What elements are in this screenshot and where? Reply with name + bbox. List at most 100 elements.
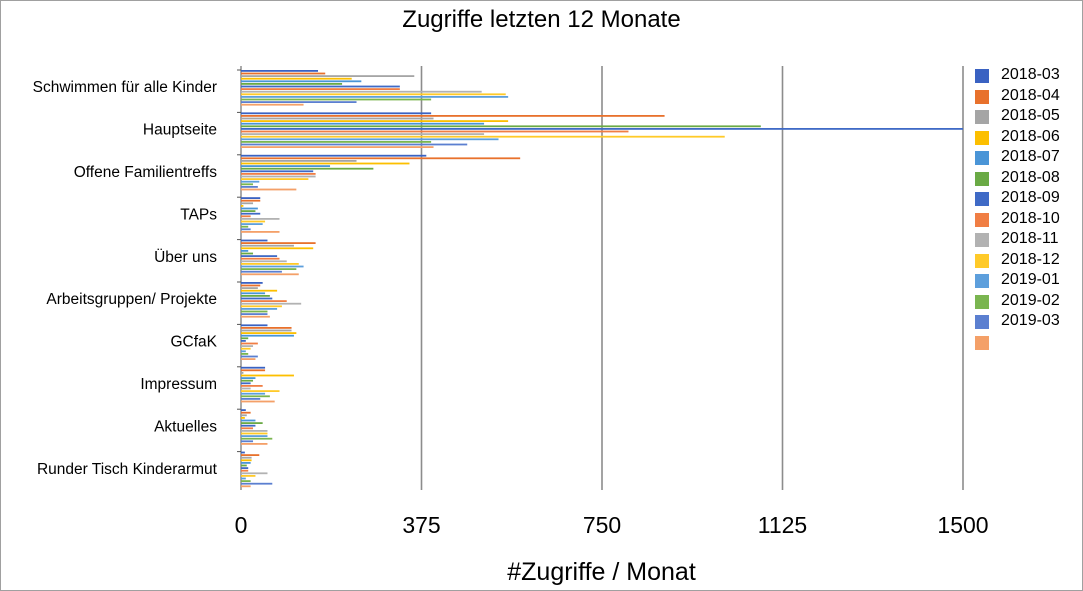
bar bbox=[241, 395, 270, 398]
bar bbox=[241, 424, 256, 427]
legend-item: 2019-01 bbox=[972, 271, 1077, 289]
bar bbox=[241, 366, 266, 369]
bar bbox=[241, 297, 273, 300]
bar bbox=[241, 332, 297, 334]
bar bbox=[241, 440, 254, 443]
bar bbox=[241, 143, 468, 146]
x-tick-label: 375 bbox=[402, 512, 440, 538]
bar bbox=[241, 417, 245, 419]
bar bbox=[241, 469, 249, 472]
bar bbox=[241, 451, 245, 454]
legend-label: 2019-01 bbox=[1001, 271, 1060, 288]
y-category-label: Über uns bbox=[154, 248, 217, 266]
legend-swatch bbox=[975, 315, 989, 329]
bar bbox=[241, 308, 278, 310]
bar bbox=[241, 130, 629, 133]
bar bbox=[241, 225, 249, 228]
bar bbox=[241, 120, 509, 122]
bar bbox=[241, 135, 725, 138]
bar bbox=[241, 90, 482, 93]
bar bbox=[241, 337, 249, 340]
bar bbox=[241, 414, 247, 417]
bar bbox=[241, 390, 280, 392]
bar bbox=[241, 247, 314, 250]
bar bbox=[241, 387, 251, 390]
bar bbox=[241, 265, 304, 268]
legend-swatch bbox=[975, 233, 989, 247]
bar bbox=[241, 252, 254, 255]
bar bbox=[241, 454, 260, 456]
bar bbox=[241, 133, 485, 135]
bar bbox=[241, 242, 316, 244]
bar bbox=[241, 302, 302, 305]
legend-swatch bbox=[975, 274, 989, 288]
bar bbox=[241, 374, 294, 377]
legend-swatch bbox=[975, 294, 989, 309]
bar bbox=[241, 160, 357, 162]
bar bbox=[241, 462, 251, 464]
bar bbox=[241, 355, 258, 358]
y-category-label: TAPs bbox=[180, 206, 217, 223]
legend-label: 2018-07 bbox=[1001, 148, 1060, 165]
bar bbox=[241, 77, 352, 80]
bar bbox=[241, 379, 254, 382]
bar bbox=[241, 422, 263, 424]
bar bbox=[241, 392, 266, 395]
legend-swatch bbox=[975, 192, 989, 206]
bar bbox=[241, 70, 319, 72]
bar bbox=[241, 255, 278, 257]
bar bbox=[241, 270, 282, 273]
bar bbox=[241, 263, 299, 265]
bar bbox=[241, 85, 400, 88]
bar bbox=[241, 239, 268, 242]
bar bbox=[241, 250, 249, 252]
legend-swatch bbox=[975, 69, 989, 83]
bar bbox=[241, 345, 254, 347]
bar bbox=[241, 122, 485, 125]
legend-swatch bbox=[975, 212, 989, 227]
legend-item: 2018-11 bbox=[972, 230, 1077, 248]
bar bbox=[241, 432, 268, 435]
bar bbox=[241, 98, 432, 101]
bar bbox=[241, 117, 434, 120]
x-tick-label: 0 bbox=[235, 512, 248, 538]
bar bbox=[241, 205, 244, 207]
legend-label: 2018-06 bbox=[1001, 127, 1060, 145]
y-category-label: Schwimmen für alle Kinder bbox=[33, 79, 217, 96]
legend-item bbox=[972, 333, 1077, 351]
legend-item: 2018-04 bbox=[972, 87, 1077, 105]
y-category-label: Offene Familientreffs bbox=[74, 164, 218, 181]
bar bbox=[241, 210, 256, 212]
bar bbox=[241, 282, 263, 284]
bar bbox=[241, 443, 268, 445]
bar bbox=[241, 199, 261, 202]
legend-item: 2019-03 bbox=[972, 312, 1077, 330]
bar bbox=[241, 165, 331, 167]
bar bbox=[241, 398, 261, 400]
bar bbox=[241, 154, 427, 157]
legend-item: 2018-07 bbox=[972, 148, 1077, 166]
bar bbox=[241, 170, 314, 173]
bar bbox=[241, 353, 249, 355]
x-tick-label: 1500 bbox=[937, 512, 988, 538]
bar bbox=[241, 472, 268, 475]
bar bbox=[241, 300, 287, 302]
bar bbox=[241, 186, 258, 188]
legend-swatch bbox=[975, 130, 989, 145]
bar bbox=[241, 202, 254, 205]
legend-item: 2018-12 bbox=[972, 251, 1077, 269]
bar bbox=[241, 464, 247, 467]
legend-label: 2018-05 bbox=[1001, 107, 1060, 124]
y-category-label: Arbeitsgruppen/ Projekte bbox=[46, 291, 217, 308]
bar bbox=[241, 268, 297, 270]
bar bbox=[241, 260, 287, 263]
bar bbox=[241, 400, 275, 403]
legend-item: 2018-09 bbox=[972, 189, 1077, 207]
bar bbox=[241, 96, 509, 98]
legend-swatch bbox=[975, 110, 989, 124]
bar bbox=[241, 287, 258, 289]
bar bbox=[241, 183, 254, 186]
bar bbox=[241, 180, 260, 183]
bar bbox=[241, 138, 499, 141]
bar bbox=[241, 342, 258, 345]
